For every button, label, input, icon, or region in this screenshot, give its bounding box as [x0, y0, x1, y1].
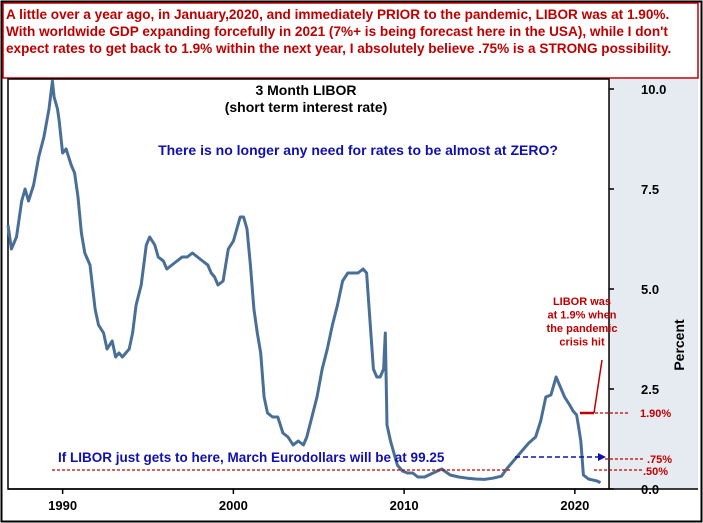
y-axis-label: Percent	[671, 319, 687, 371]
callout-arrowhead	[598, 453, 606, 461]
pandemic-note-line: the pandemic	[547, 323, 618, 335]
series-layer	[6, 79, 602, 484]
header-box	[2, 2, 699, 79]
y-tick-group: 0.0 2.5 5.0 7.5 10.0	[609, 82, 666, 497]
header-note: A little over a year ago, in January,202…	[6, 7, 672, 56]
level-label-50: .50%	[643, 466, 668, 478]
chart-title: 3 Month LIBOR	[255, 82, 356, 98]
level-label-75: .75%	[647, 454, 672, 466]
note-pointer-line	[593, 359, 603, 414]
question-annotation: There is no longer any need for rates to…	[158, 142, 558, 158]
callout-text: If LIBOR just gets to here, March Eurodo…	[58, 450, 445, 465]
y-tick-label: 0.0	[641, 482, 659, 497]
y-tick-label: 2.5	[641, 382, 659, 397]
pandemic-note-line: crisis hit	[559, 337, 605, 349]
y-tick-label: 10.0	[641, 82, 666, 97]
pandemic-note-line: at 1.9% when	[547, 310, 616, 322]
x-tick-label: 2020	[560, 498, 589, 513]
x-tick-label: 2010	[390, 498, 419, 513]
axis-panel	[609, 79, 698, 489]
level-label-190: 1.90%	[640, 408, 671, 420]
x-tick-group: 1990 2000 2010 2020	[48, 489, 589, 513]
y-tick-label: 5.0	[641, 282, 659, 297]
x-tick-label: 2000	[219, 498, 248, 513]
libor-series-line	[6, 79, 602, 484]
pandemic-note-line: LIBOR was	[553, 296, 611, 308]
x-tick-label: 1990	[48, 498, 77, 513]
y-tick-label: 7.5	[641, 182, 659, 197]
chart-subtitle: (short term interest rate)	[225, 99, 388, 115]
